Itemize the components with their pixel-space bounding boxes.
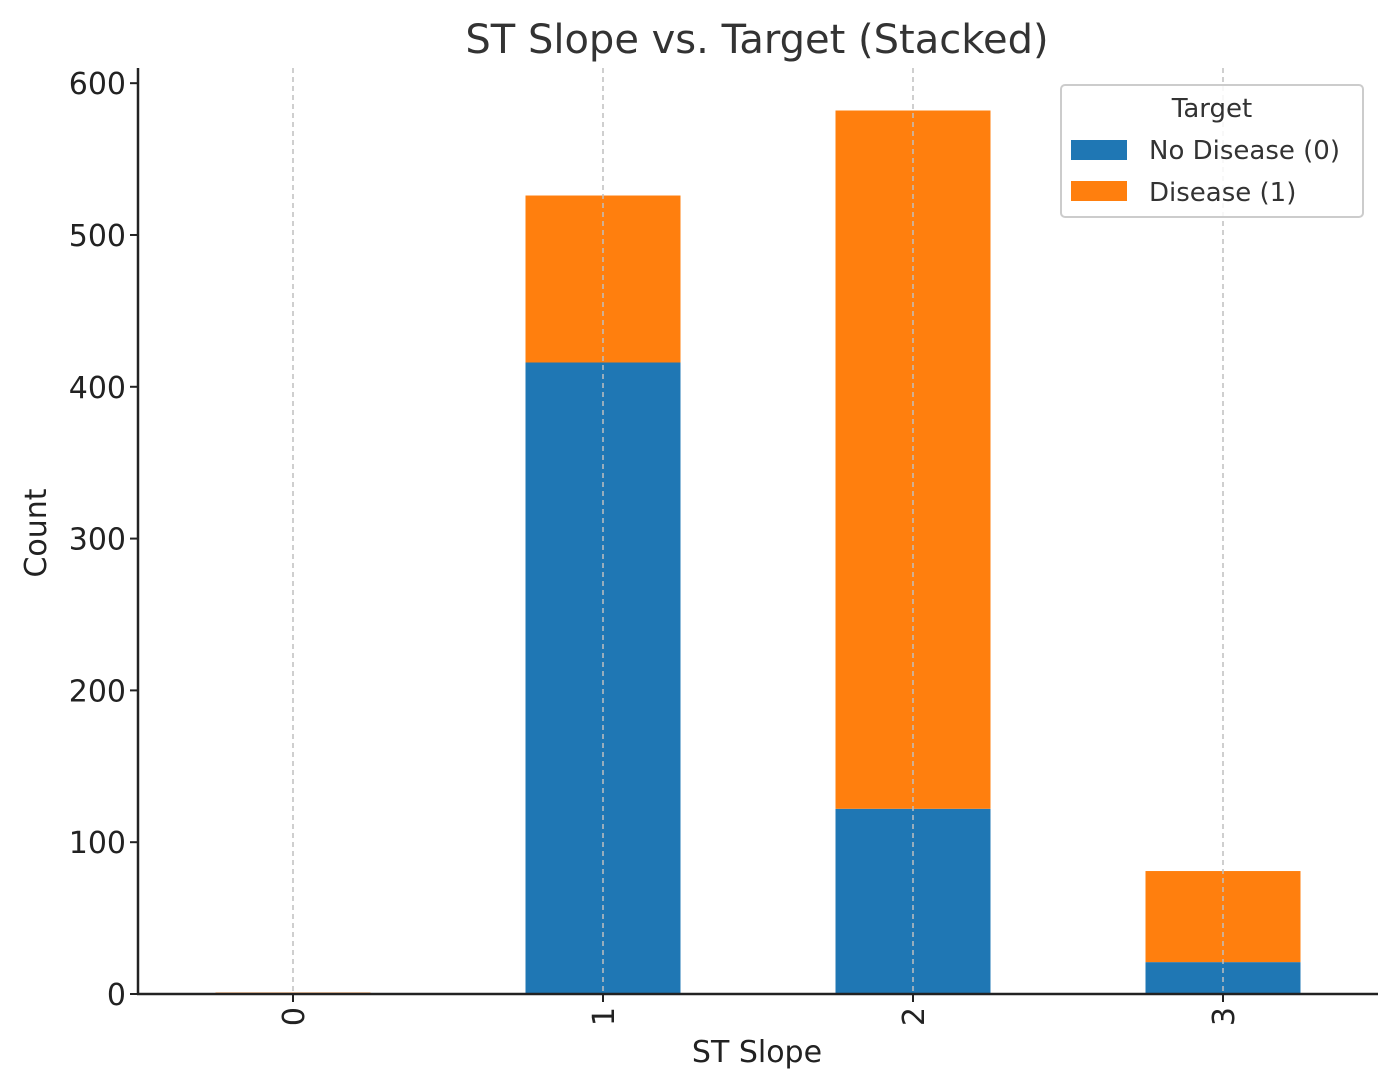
y-tick-label-200: 200 [69,674,126,709]
y-axis-ticks: 0 100 200 300 400 500 600 [69,67,138,1013]
bars [215,110,1301,994]
y-axis-label: Count [19,488,54,577]
legend-swatch-disease [1071,181,1127,201]
y-tick-label-300: 300 [69,523,126,558]
y-tick-label-0: 0 [107,978,126,1013]
y-tick-label-100: 100 [69,826,126,861]
x-tick-label-1: 1 [587,1007,622,1026]
legend-swatch-no-disease [1071,140,1127,160]
legend-label-no-disease: No Disease (0) [1149,136,1340,166]
axes [136,68,1378,996]
x-axis-ticks: 0 1 2 3 [277,994,1242,1026]
y-tick-label-600: 600 [69,67,126,102]
x-tick-label-2: 2 [897,1007,932,1026]
y-tick-label-500: 500 [69,219,126,254]
legend-title: Target [1171,94,1252,124]
x-tick-label-3: 3 [1207,1007,1242,1026]
y-tick-label-400: 400 [69,371,126,406]
chart-title: ST Slope vs. Target (Stacked) [465,17,1048,63]
legend: Target No Disease (0) Disease (1) [1060,84,1364,218]
legend-box [1060,84,1364,218]
grid-lines [292,68,1224,994]
x-axis-label: ST Slope [692,1035,822,1070]
legend-label-disease: Disease (1) [1149,178,1296,208]
x-tick-label-0: 0 [277,1007,312,1026]
